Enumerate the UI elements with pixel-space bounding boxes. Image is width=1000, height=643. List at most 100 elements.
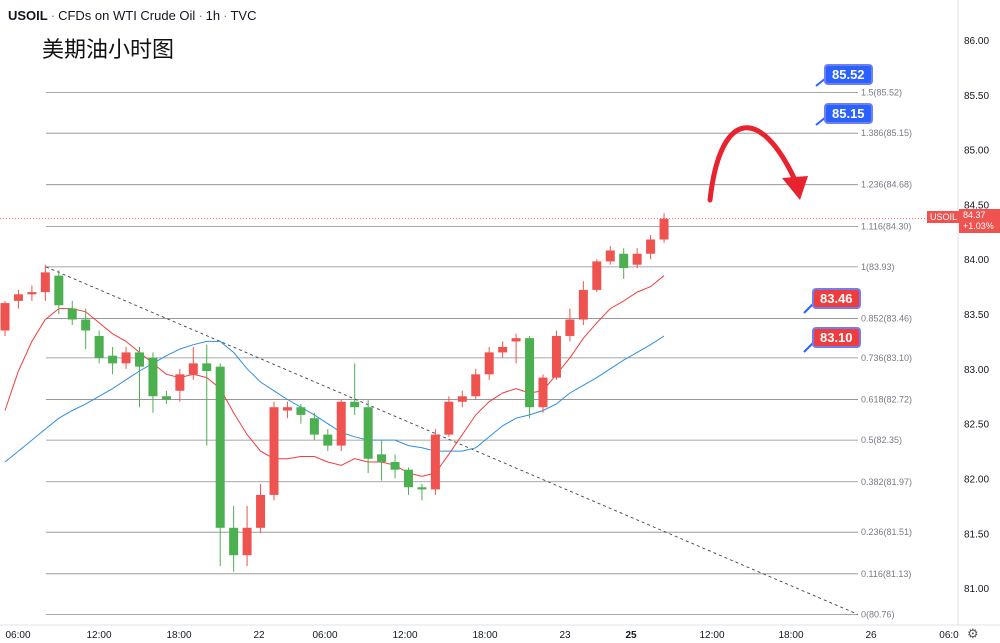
candle-body [242, 527, 252, 556]
ma-slow-line [4, 335, 665, 463]
candle-body [511, 338, 521, 342]
candle-body [565, 319, 575, 336]
symbol-description: CFDs on WTI Crude Oil [58, 8, 196, 23]
support-price-tag-2: 83.10 [814, 329, 859, 346]
support-price-tag-1: 83.46 [814, 290, 859, 307]
x-tick-label: 18:00 [472, 630, 497, 641]
candle-body [390, 462, 400, 470]
candle-body [430, 434, 440, 490]
candle-body [108, 355, 118, 364]
candle-body [188, 363, 198, 375]
tag-pointer [815, 77, 827, 87]
y-tick-label: 84.00 [964, 255, 989, 266]
y-tick-label: 86.00 [964, 36, 989, 47]
candle-body [578, 289, 588, 320]
candle-body [404, 469, 413, 488]
x-tick-label: 12:00 [699, 630, 724, 641]
chart-header: USOIL · CFDs on WTI Crude Oil · 1h · TVC [8, 8, 257, 23]
arrow-head-icon [782, 176, 808, 200]
candle-body [659, 218, 669, 240]
candle-body [54, 275, 64, 306]
exchange-label: TVC [230, 8, 257, 23]
fib-level-label: 0.852(83.46) [861, 313, 912, 323]
fib-level-label: 0(80.76) [861, 609, 895, 619]
candle-body [484, 352, 494, 375]
candle-body [215, 366, 225, 528]
fib-level-label: 0.116(81.13) [861, 569, 911, 579]
tag-pointer [803, 341, 815, 353]
candle-body [67, 308, 77, 320]
x-tick-label: 22 [253, 630, 265, 641]
chart-title: 美期油小时图 [42, 38, 175, 63]
candle-body [40, 272, 50, 293]
candle-body [148, 357, 158, 397]
candle-body [551, 335, 561, 378]
curved-arrow-icon [707, 125, 798, 203]
candle-body [632, 253, 642, 265]
candle-body [13, 294, 23, 301]
fib-level-label: 1.386(85.15) [861, 128, 912, 138]
fib-level-label: 0.236(81.51) [861, 527, 912, 537]
candle-body [135, 352, 144, 367]
candle-body [498, 346, 508, 353]
tag-pointer [815, 116, 827, 126]
fib-level-label: 1.236(84.68) [861, 180, 912, 190]
candle-body [323, 434, 333, 446]
candle-body [256, 494, 266, 528]
candle-body [471, 374, 481, 397]
x-tick-label: 06:00 [5, 630, 30, 641]
candle-body [202, 363, 212, 372]
candle-body [27, 292, 37, 295]
candle-body [363, 407, 373, 459]
interval-label[interactable]: 1h [205, 8, 221, 23]
y-tick-label: 85.50 [964, 91, 989, 102]
candle-body [377, 454, 387, 463]
y-tick-label: 83.00 [964, 365, 989, 376]
y-tick-label: 83.50 [964, 310, 989, 321]
x-tick-label: 18:00 [166, 630, 191, 641]
candle-body [269, 407, 279, 495]
candle-body [457, 396, 467, 402]
candle-body [417, 487, 427, 490]
y-tick-label: 85.00 [964, 146, 989, 157]
trendline [45, 266, 859, 615]
candle-body [336, 401, 346, 446]
last-price-tag: 84.37 +1.03% [959, 209, 1000, 233]
candle-body [350, 401, 360, 408]
symbol-label[interactable]: USOIL [8, 8, 48, 23]
last-price-change: +1.03% [963, 221, 994, 231]
candle-body [646, 239, 656, 254]
target-price-tag-2: 85.15 [826, 105, 871, 122]
fib-level-label: 1(83.93) [861, 262, 895, 272]
x-tick-label: 26 [865, 630, 877, 641]
x-tick-label: 12:00 [86, 630, 111, 641]
x-tick-label: 06:00 [312, 630, 337, 641]
fib-level-label: 0.5(82.35) [861, 435, 902, 445]
x-tick-label: 25 [625, 630, 637, 641]
candle-body [81, 319, 91, 331]
candle-body [309, 418, 319, 435]
candle-body [619, 253, 629, 268]
x-tick-label: 18:00 [778, 630, 803, 641]
y-tick-label: 81.50 [964, 529, 989, 540]
gear-icon[interactable]: ⚙ [967, 626, 979, 641]
candle-body [94, 335, 104, 358]
y-tick-label: 84.50 [964, 200, 989, 211]
candle-body [525, 338, 535, 408]
y-tick-label: 82.00 [964, 474, 989, 485]
x-tick-label: 06:0 [939, 630, 959, 641]
x-tick-label: 12:00 [392, 630, 417, 641]
ma-fast-line [4, 275, 665, 477]
fib-level-label: 1.116(84.30) [861, 221, 911, 231]
candle-body [229, 527, 239, 556]
symbol-price-label: USOIL [927, 211, 961, 223]
last-price-value: 84.37 [963, 210, 986, 220]
candle-body [0, 303, 10, 331]
candle-body [161, 396, 171, 400]
fib-level-label: 0.618(82.72) [861, 395, 912, 405]
candle-body [538, 377, 548, 408]
candle-body [605, 250, 615, 262]
target-price-tag-1: 85.52 [826, 66, 871, 83]
candle-body [175, 374, 185, 391]
